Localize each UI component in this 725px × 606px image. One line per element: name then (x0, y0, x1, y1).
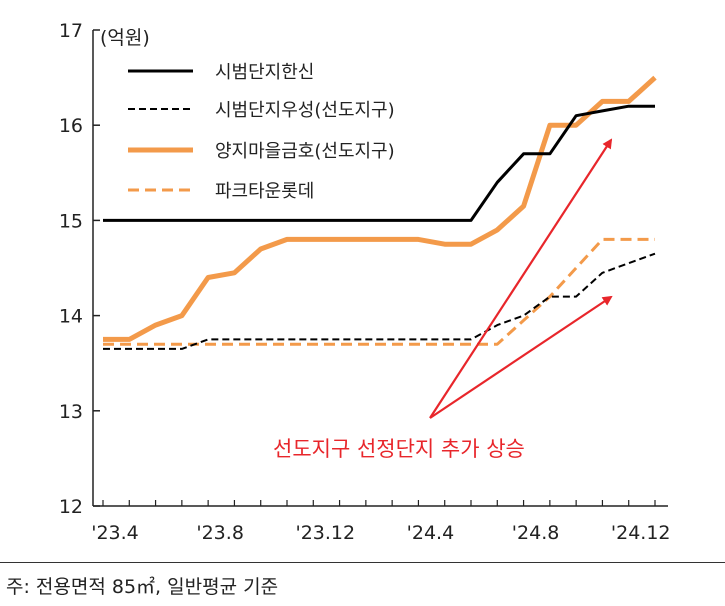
series-line-3 (103, 75, 657, 342)
y-tick-label: 13 (59, 401, 83, 423)
x-tick-label: '24.8 (512, 522, 560, 544)
y-tick-label: 17 (59, 20, 83, 42)
series-line-1 (103, 104, 655, 222)
unit-label: (억원) (100, 27, 150, 49)
series-layer (103, 75, 657, 350)
annotation-layer: 선도지구 선정단지 추가 상승 (273, 138, 613, 461)
x-tick-label: '24.12 (611, 522, 671, 544)
legend-label-4: 파크타운롯데 (215, 181, 314, 202)
annotation-arrow-upper (429, 138, 613, 419)
y-tick-label: 15 (59, 210, 83, 232)
footnote-divider (0, 562, 725, 563)
legend-label-2: 시범단지우성(선도지구) (215, 100, 395, 121)
axes: 12 13 14 15 16 17 '23.4 '23.8 '23.12 '24.4 '24.8 '2… (59, 20, 671, 544)
series-line-4 (103, 237, 655, 346)
x-tick-label: '23.12 (295, 522, 355, 544)
x-tick-label: '24.4 (407, 522, 455, 544)
y-tick-label: 12 (59, 496, 83, 518)
legend-label-1: 시범단지한신 (215, 62, 314, 83)
series-line-2 (103, 252, 656, 350)
x-tick-label: '23.4 (91, 522, 139, 544)
line-chart: 12 13 14 15 16 17 '23.4 '23.8 '23.12 '24.4 '24.8 '2… (59, 20, 671, 544)
annotation-arrow-lower (429, 295, 613, 419)
footnote: 주: 전용면적 85㎡, 일반평균 기준 (6, 576, 279, 598)
x-tick-label: '23.8 (196, 522, 244, 544)
legend-label-3: 양지마을금호(선도지구) (215, 141, 395, 162)
annotation-text: 선도지구 선정단지 추가 상승 (273, 437, 525, 461)
y-tick-label: 14 (59, 306, 83, 328)
y-tick-label: 16 (59, 115, 83, 137)
